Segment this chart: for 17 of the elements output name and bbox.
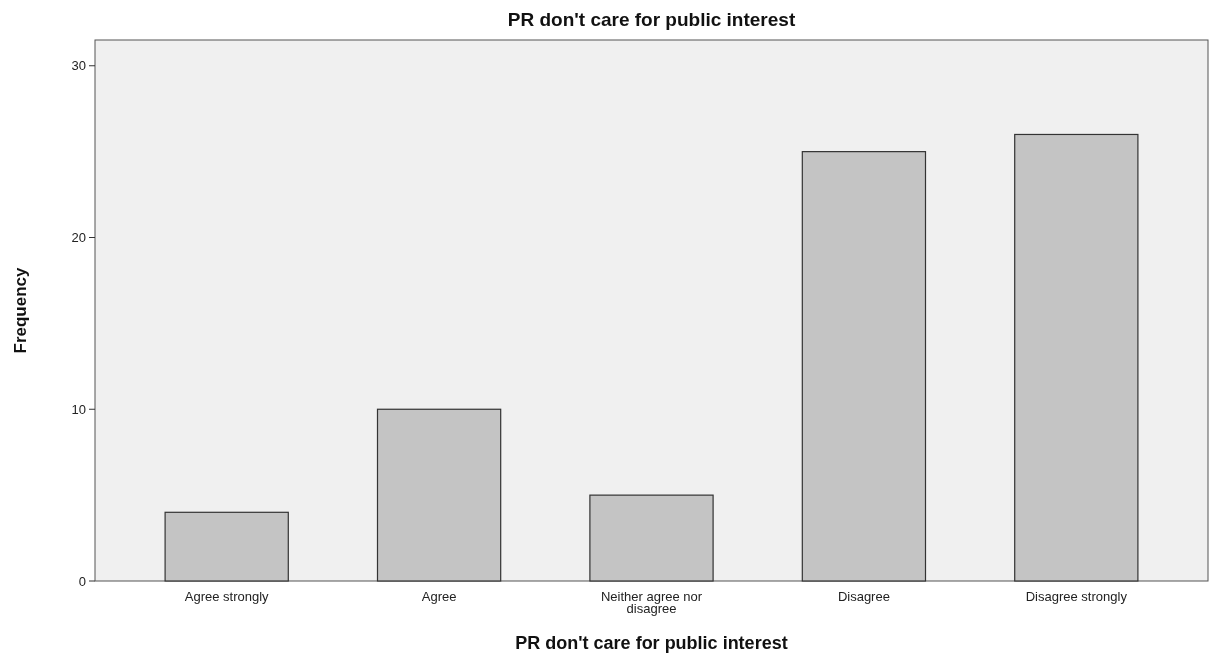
x-tick-label: Neither agree nor disagree [600, 589, 703, 616]
x-tick-label: Agree [421, 589, 457, 604]
chart-title: PR don't care for public interest [507, 9, 796, 30]
y-tick-label: 20 [71, 230, 86, 246]
y-tick-label: 30 [71, 58, 86, 74]
y-axis-title: Frequency [11, 266, 30, 354]
x-axis-title: PR don't care for public interest [515, 633, 788, 653]
x-tick-label: Agree strongly [184, 589, 270, 604]
bar [164, 511, 289, 582]
y-tick-label: 10 [71, 401, 86, 417]
x-tick-label: Disagree strongly [1025, 589, 1128, 604]
x-tick-label: Disagree [837, 589, 890, 604]
y-tick-label: 0 [78, 573, 86, 589]
bar [801, 151, 927, 582]
bar [1014, 133, 1139, 582]
bar [589, 494, 714, 582]
bar [376, 408, 502, 582]
